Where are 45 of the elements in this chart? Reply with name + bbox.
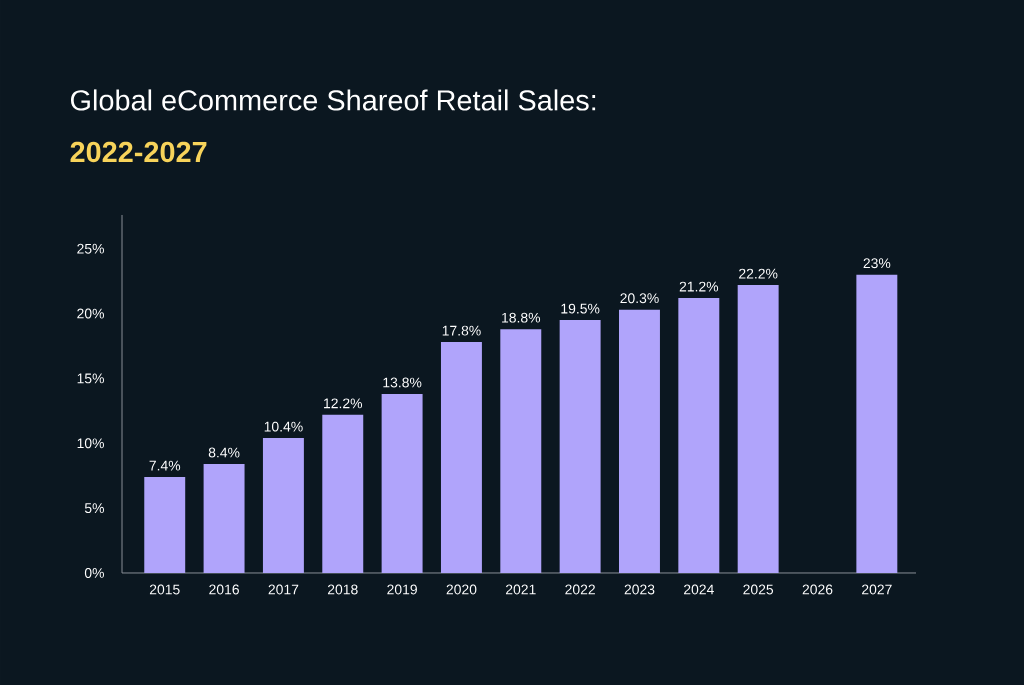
- x-tick-label: 2017: [268, 584, 299, 595]
- x-tick-label: 2021: [505, 584, 536, 595]
- data-label: 23%: [863, 258, 891, 269]
- data-label: 8.4%: [208, 447, 240, 458]
- data-label: 20.3%: [620, 293, 659, 304]
- data-label: 10.4%: [264, 421, 303, 432]
- y-tick-label: 10%: [77, 438, 104, 449]
- x-tick-label: 2015: [149, 584, 180, 595]
- data-label: 19.5%: [561, 303, 600, 314]
- y-tick-label: 0%: [84, 568, 104, 578]
- chart-subtitle: 2022-2027: [70, 141, 207, 163]
- x-tick-label: 2023: [624, 584, 655, 595]
- data-label: 17.8%: [442, 325, 481, 336]
- bar: [737, 285, 779, 573]
- x-tick-label: 2019: [387, 584, 417, 595]
- x-tick-label: 2024: [684, 584, 714, 595]
- bar: [619, 309, 660, 573]
- bar: [203, 464, 245, 573]
- data-label: 21.2%: [679, 281, 719, 292]
- x-tick-label: 2016: [209, 584, 239, 595]
- data-label: 13.8%: [383, 377, 422, 388]
- x-tick-label: 2022: [565, 584, 595, 595]
- bar: [678, 298, 720, 573]
- data-label: 12.2%: [324, 398, 363, 409]
- bar: [144, 477, 186, 573]
- data-label: 7.4%: [149, 460, 181, 471]
- x-tick-label: 2018: [327, 584, 358, 595]
- bar: [262, 438, 304, 573]
- data-label: 22.2%: [739, 268, 778, 279]
- y-tick-label: 25%: [77, 243, 104, 254]
- x-tick-label: 2025: [743, 584, 774, 595]
- x-tick-label: 2027: [862, 584, 892, 595]
- bar: [559, 320, 601, 573]
- x-tick-label: 2026: [802, 584, 833, 595]
- chart-title: Global eCommerce Shareof Retail Sales:: [70, 89, 596, 111]
- y-tick-label: 5%: [84, 503, 104, 514]
- bar: [500, 329, 542, 573]
- y-tick-label: 15%: [77, 373, 104, 384]
- bar: [856, 274, 898, 573]
- y-tick-label: 20%: [77, 308, 104, 319]
- x-tick-label: 2020: [446, 584, 477, 595]
- bar: [322, 414, 364, 573]
- bar: [381, 393, 423, 573]
- data-label: 18.8%: [502, 312, 541, 323]
- bar: [440, 342, 482, 573]
